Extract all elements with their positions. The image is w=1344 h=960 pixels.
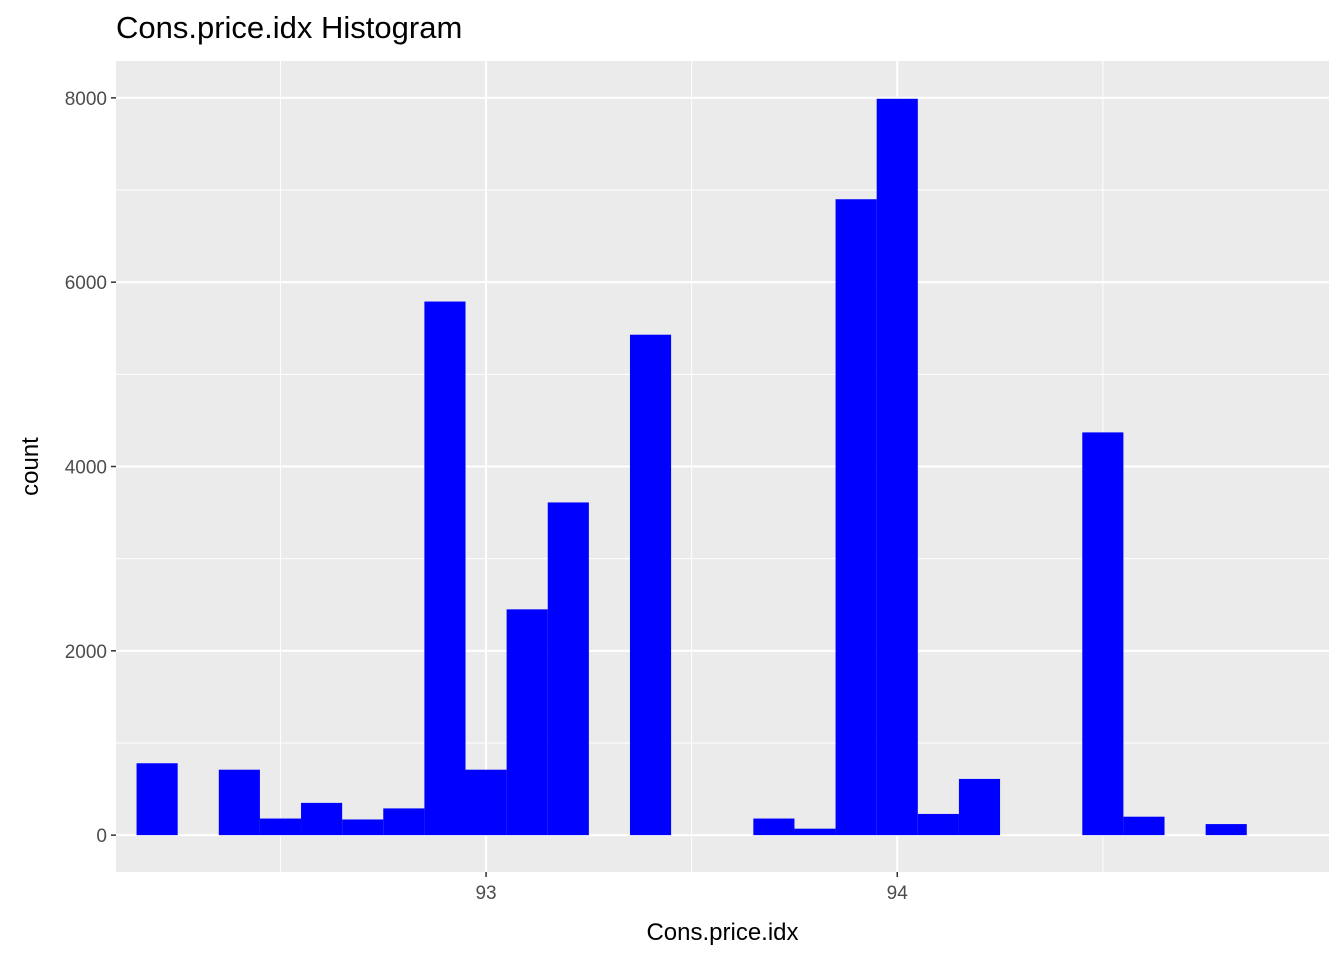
histogram-bar <box>1123 816 1165 836</box>
y-axis: 0 2000 4000 6000 8000 <box>65 89 116 847</box>
histogram-bar <box>547 502 589 836</box>
y-tick-label: 2000 <box>65 642 107 663</box>
x-axis-title: Cons.price.idx <box>646 919 798 946</box>
histogram-bars <box>136 98 1247 836</box>
y-tick-label: 8000 <box>65 89 107 110</box>
x-axis: 93 94 <box>475 872 908 904</box>
histogram-bar <box>383 808 425 836</box>
histogram-bar <box>424 301 466 836</box>
histogram-bar <box>876 98 918 836</box>
histogram-bar <box>342 819 384 836</box>
histogram-bar <box>629 334 672 836</box>
histogram-bar <box>506 609 548 836</box>
histogram-bar <box>465 769 507 836</box>
x-tick-label: 93 <box>475 883 496 904</box>
histogram-bar <box>917 813 959 836</box>
histogram-bar <box>259 818 302 836</box>
y-tick-label: 6000 <box>65 273 107 294</box>
y-tick-label: 4000 <box>65 458 107 479</box>
histogram-bar <box>218 769 260 836</box>
histogram-bar <box>301 802 343 836</box>
histogram-bar <box>136 763 178 836</box>
histogram-bar <box>753 818 795 836</box>
histogram-bar <box>1082 432 1124 836</box>
histogram-bar <box>794 828 836 836</box>
y-tick-label: 0 <box>96 826 107 847</box>
histogram-bar <box>1205 824 1247 836</box>
chart-title: Cons.price.idx Histogram <box>116 10 463 45</box>
histogram-bar <box>958 778 1001 836</box>
x-tick-label: 94 <box>887 883 909 904</box>
y-axis-title: count <box>17 437 44 496</box>
histogram-bar <box>835 199 877 836</box>
